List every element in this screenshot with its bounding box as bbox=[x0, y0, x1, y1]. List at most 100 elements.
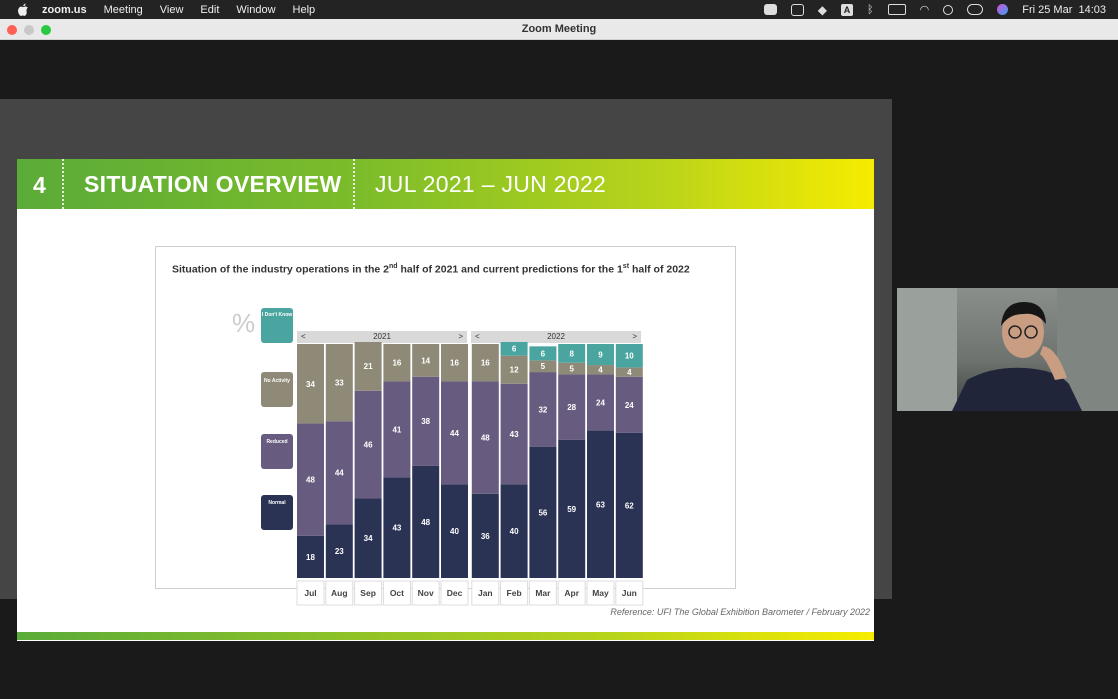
next-slide-banner-edge bbox=[17, 632, 874, 640]
menu-app-name[interactable]: zoom.us bbox=[42, 3, 87, 16]
category-label-dec: Dec bbox=[447, 588, 463, 598]
data-label: 5 bbox=[569, 365, 574, 374]
category-label-box bbox=[500, 580, 529, 606]
data-label: 21 bbox=[364, 362, 373, 371]
data-label: 34 bbox=[306, 380, 315, 389]
year-next-arrow[interactable]: > bbox=[632, 332, 637, 341]
legend-dont-know: I Don't Know bbox=[261, 308, 293, 343]
menu-window[interactable]: Window bbox=[236, 3, 276, 16]
data-label: 23 bbox=[335, 547, 344, 556]
siri-icon[interactable] bbox=[997, 4, 1009, 15]
data-label: 10 bbox=[625, 352, 634, 361]
bar-segment-normal-sep bbox=[354, 498, 382, 578]
data-label: 4 bbox=[627, 368, 632, 377]
participant-video[interactable] bbox=[897, 288, 1118, 411]
percent-unit-label: % bbox=[232, 308, 256, 338]
category-label-sep: Sep bbox=[360, 588, 376, 598]
shared-screen[interactable]: 4 SITUATION OVERVIEW JUL 2021 – JUN 2022… bbox=[0, 99, 892, 641]
year-prev-arrow[interactable]: < bbox=[475, 332, 480, 341]
input-source-icon[interactable]: A bbox=[841, 3, 854, 16]
category-label-box bbox=[325, 580, 354, 606]
category-label-box bbox=[615, 580, 644, 606]
bar-segment-reduced-feb bbox=[500, 383, 528, 485]
bar-segment-no-activity-oct bbox=[383, 344, 411, 382]
data-label: 32 bbox=[538, 406, 547, 415]
data-label: 5 bbox=[541, 362, 546, 371]
year-label: 2021 bbox=[373, 332, 391, 341]
banner-divider bbox=[353, 159, 355, 209]
bar-segment-normal-jun bbox=[615, 432, 643, 578]
zoom-window-button[interactable] bbox=[41, 25, 51, 35]
bar-segment-reduced-nov bbox=[412, 376, 440, 466]
bar-segment-reduced-sep bbox=[354, 390, 382, 499]
bar-segment-i-don-t-know-feb bbox=[500, 342, 528, 356]
bar-segment-normal-apr bbox=[558, 439, 586, 578]
bar-segment-reduced-aug bbox=[325, 421, 353, 525]
category-label-box bbox=[586, 580, 615, 606]
year-header-2021: < 2021 > bbox=[297, 331, 467, 343]
menu-view[interactable]: View bbox=[159, 3, 184, 16]
data-label: 56 bbox=[538, 508, 547, 517]
zoom-status-icon[interactable] bbox=[763, 4, 777, 15]
screen-share-status-icon[interactable] bbox=[790, 3, 804, 16]
bar-segment-no-activity-jan bbox=[471, 344, 499, 382]
data-label: 16 bbox=[392, 359, 401, 368]
bar-segment-normal-dec bbox=[441, 484, 468, 578]
bar-segment-normal-nov bbox=[412, 465, 440, 578]
bar-segment-no-activity-mar bbox=[529, 360, 557, 373]
menu-help[interactable]: Help bbox=[292, 3, 316, 16]
close-window-button[interactable] bbox=[7, 25, 17, 35]
slide-number: 4 bbox=[33, 172, 46, 198]
bar-segment-reduced-apr bbox=[558, 374, 586, 440]
data-label: 34 bbox=[364, 534, 373, 543]
wifi-icon[interactable]: ◠ bbox=[919, 4, 930, 16]
category-label-box bbox=[354, 580, 383, 606]
bluetooth-icon[interactable]: ᛒ bbox=[867, 3, 874, 16]
data-label: 4 bbox=[598, 366, 603, 375]
data-label: 48 bbox=[481, 434, 490, 443]
category-label-box bbox=[528, 580, 557, 606]
meeting-area: 4 SITUATION OVERVIEW JUL 2021 – JUN 2022… bbox=[0, 40, 1118, 699]
minimize-window-button[interactable] bbox=[24, 25, 34, 35]
apple-icon[interactable] bbox=[16, 3, 30, 17]
bar-segment-no-activity-dec bbox=[441, 344, 468, 382]
bar-segment-no-activity-nov bbox=[412, 344, 440, 377]
year-prev-arrow[interactable]: < bbox=[301, 332, 306, 341]
data-label: 24 bbox=[625, 401, 634, 410]
data-label: 33 bbox=[335, 379, 344, 388]
data-label: 40 bbox=[450, 527, 459, 536]
bar-segment-reduced-jun bbox=[615, 376, 643, 433]
year-next-arrow[interactable]: > bbox=[458, 332, 463, 341]
legend-no-activity: No Activity bbox=[261, 372, 293, 407]
battery-icon[interactable] bbox=[887, 4, 906, 15]
data-label: 18 bbox=[306, 553, 315, 562]
macos-menubar: zoom.us Meeting View Edit Window Help ◆ … bbox=[0, 0, 1118, 19]
legend-reduced: Reduced bbox=[261, 434, 293, 469]
bar-segment-reduced-may bbox=[587, 374, 614, 431]
menu-meeting[interactable]: Meeting bbox=[103, 3, 143, 16]
category-label-mar: Mar bbox=[535, 588, 551, 598]
bar-segment-normal-jan bbox=[471, 493, 499, 578]
bar-segment-normal-oct bbox=[383, 477, 411, 578]
bar-segment-no-activity-may bbox=[587, 365, 614, 375]
category-label-box bbox=[471, 580, 500, 606]
control-center-icon[interactable] bbox=[967, 4, 984, 15]
spotlight-search-icon[interactable] bbox=[943, 4, 954, 15]
data-label: 43 bbox=[510, 430, 519, 439]
category-label-apr: Apr bbox=[564, 588, 579, 598]
data-label: 6 bbox=[512, 345, 517, 354]
data-label: 44 bbox=[450, 429, 459, 438]
category-label-feb: Feb bbox=[507, 588, 522, 598]
bar-segment-normal-aug bbox=[325, 524, 353, 578]
bar-segment-i-don-t-know-apr bbox=[558, 344, 586, 363]
menu-edit[interactable]: Edit bbox=[200, 3, 220, 16]
bar-segment-normal-jul bbox=[297, 535, 324, 578]
menubar-clock[interactable]: Fri 25 Mar 14:03 bbox=[1022, 3, 1106, 16]
category-label-aug: Aug bbox=[331, 588, 348, 598]
bar-segment-reduced-jan bbox=[471, 381, 499, 494]
data-label: 9 bbox=[598, 351, 603, 360]
bar-segment-i-don-t-know-mar bbox=[529, 346, 557, 361]
bar-segment-reduced-jul bbox=[297, 423, 324, 536]
bar-segment-reduced-oct bbox=[383, 381, 411, 478]
dropbox-icon[interactable]: ◆ bbox=[817, 2, 828, 17]
